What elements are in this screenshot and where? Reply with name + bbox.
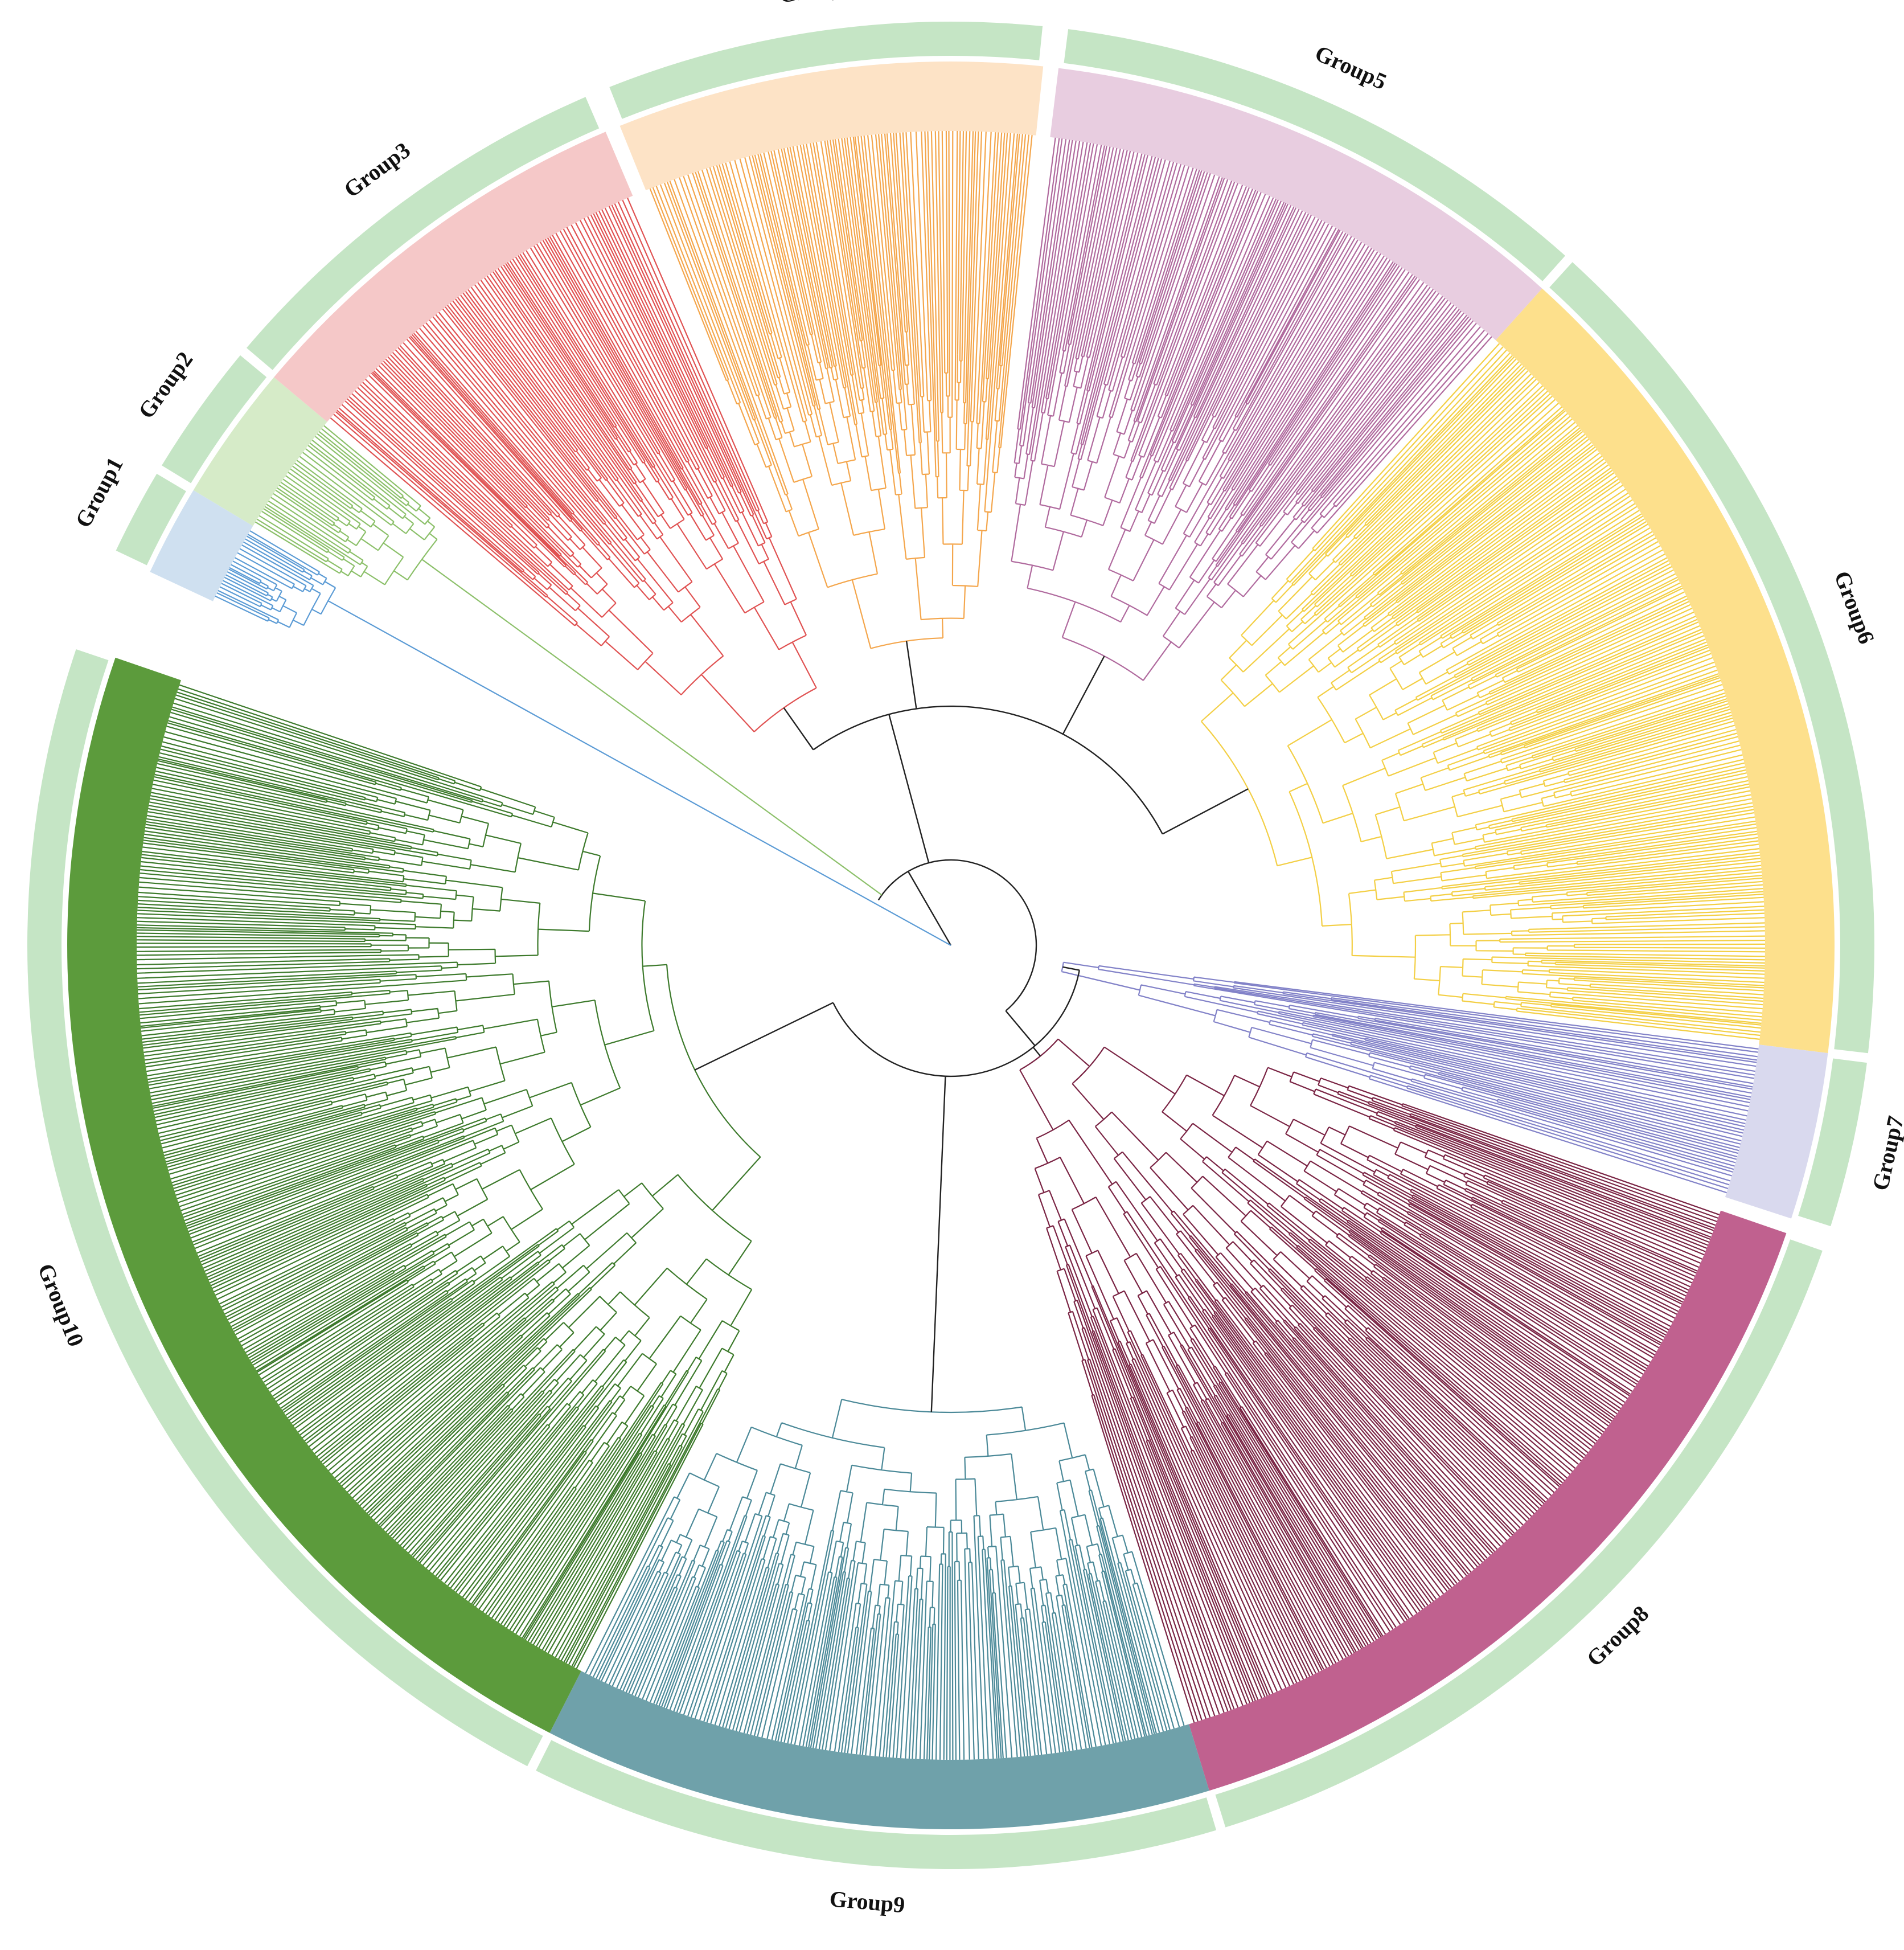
group-label: Group7 [1867, 1113, 1904, 1193]
group-ring [116, 473, 186, 566]
label-band [549, 1671, 1209, 1830]
clade-branches [1200, 343, 1766, 1040]
clade-branches [1011, 137, 1492, 681]
group-ring [162, 355, 267, 484]
group-label: Group2 [133, 347, 198, 423]
label-band [193, 377, 327, 526]
group-label: Group9 [828, 1886, 906, 1918]
label-band [1050, 68, 1542, 341]
clade-branches [1061, 961, 1759, 1194]
clade-stem [327, 600, 951, 946]
clade-branches [330, 198, 817, 732]
group-ring [247, 97, 600, 370]
label-band [150, 490, 253, 601]
group-label: Group10 [33, 1260, 89, 1350]
group-ring [609, 21, 1043, 119]
clade-branches [649, 130, 1033, 649]
clade-branches [136, 684, 761, 1669]
clade-stem [421, 559, 883, 896]
group-label: Group1 [70, 453, 128, 531]
label-band [67, 657, 581, 1733]
group-ring [1798, 1058, 1867, 1227]
group-ring [1064, 29, 1565, 281]
group-label: Group6 [1829, 568, 1880, 648]
label-band [274, 132, 633, 422]
label-band [1725, 1044, 1828, 1219]
label-band [619, 61, 1044, 191]
group-ring [1549, 262, 1874, 1054]
group-ring [536, 1740, 1217, 1869]
clade-branches [1019, 1038, 1720, 1723]
group-label: Group4 [777, 0, 856, 8]
label-band [1495, 288, 1835, 1054]
clade-branches [255, 425, 438, 585]
group-ring [27, 649, 543, 1767]
label-band [1189, 1210, 1787, 1791]
backbone [694, 641, 1249, 1412]
group-label: Group8 [1582, 1600, 1654, 1672]
group-label: Group3 [339, 137, 415, 202]
clade-branches [585, 1399, 1185, 1760]
group-label: Group5 [1311, 40, 1390, 95]
clade-branches [215, 530, 337, 628]
